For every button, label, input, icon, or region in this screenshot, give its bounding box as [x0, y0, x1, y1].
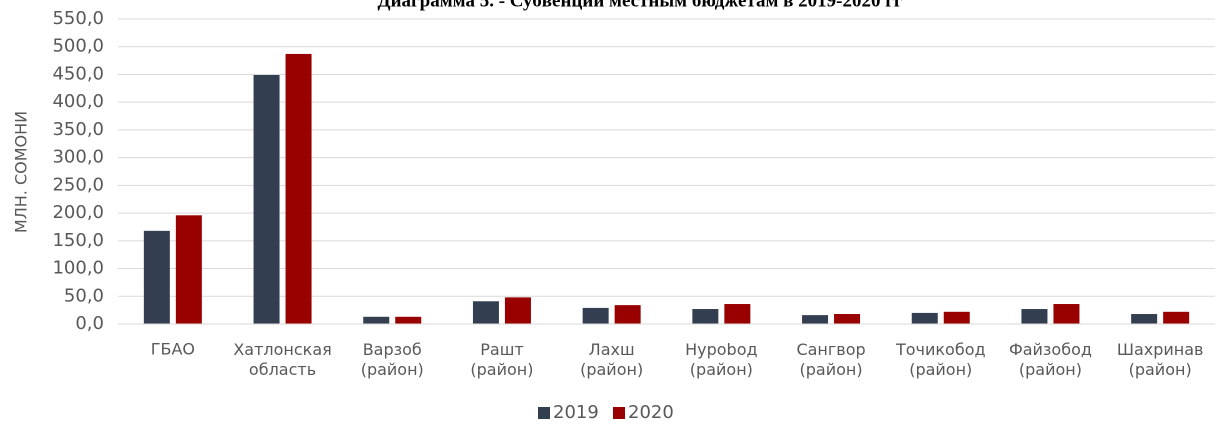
y-axis-label: МЛН. СОМОНИ: [12, 111, 31, 233]
bar: [1053, 304, 1080, 324]
bar: [1131, 314, 1158, 324]
bar: [582, 307, 609, 324]
x-tick-label: Хатлонская область: [233, 340, 331, 379]
x-tick-label: Варзоб (район): [361, 340, 424, 379]
bar: [834, 314, 861, 324]
bar: [504, 297, 531, 324]
y-tick-label: 450,0: [52, 63, 104, 84]
bar: [285, 53, 312, 324]
x-tick-label: Рашт (район): [470, 340, 533, 379]
y-tick-label: 550,0: [52, 8, 104, 29]
bar: [472, 301, 499, 324]
legend-swatch: [613, 407, 625, 419]
bar: [143, 230, 170, 324]
bar: [395, 316, 422, 324]
y-tick-label: 350,0: [52, 119, 104, 140]
y-tick-label: 250,0: [52, 174, 104, 195]
y-tick-label: 50,0: [64, 285, 104, 306]
bar: [253, 75, 280, 324]
bar: [363, 316, 390, 324]
x-tick-label: Точикобод (район): [895, 340, 986, 379]
y-tick-label: 300,0: [52, 147, 104, 168]
bar: [1163, 311, 1190, 324]
y-tick-label: 200,0: [52, 202, 104, 223]
y-tick-label: 100,0: [52, 258, 104, 279]
x-tick-label: Файзобод (район): [1009, 340, 1092, 379]
bar: [614, 305, 641, 324]
bar: [692, 309, 719, 324]
bar: [724, 304, 751, 324]
x-tick-label: Лахш (район): [580, 340, 643, 379]
x-tick-label: Шахринав (район): [1117, 340, 1204, 379]
y-tick-label: 0,0: [75, 313, 104, 334]
y-tick-label: 500,0: [52, 36, 104, 57]
x-tick-label: Сангвор (район): [796, 340, 865, 379]
legend-swatch: [538, 407, 550, 419]
bar: [1021, 309, 1048, 324]
bar: [943, 311, 970, 324]
bar: [911, 312, 938, 324]
bar: [802, 315, 829, 324]
legend-label: 2020: [628, 402, 674, 423]
x-tick-label: Нурobод (район): [685, 340, 757, 379]
legend-label: 2019: [553, 402, 599, 423]
x-tick-label: ГБАО: [151, 340, 195, 359]
y-tick-label: 400,0: [52, 91, 104, 112]
y-tick-label: 150,0: [52, 230, 104, 251]
bar: [175, 215, 202, 324]
chart-title: Диаграмма 5. - Субвенции местным бюджета…: [378, 0, 903, 11]
